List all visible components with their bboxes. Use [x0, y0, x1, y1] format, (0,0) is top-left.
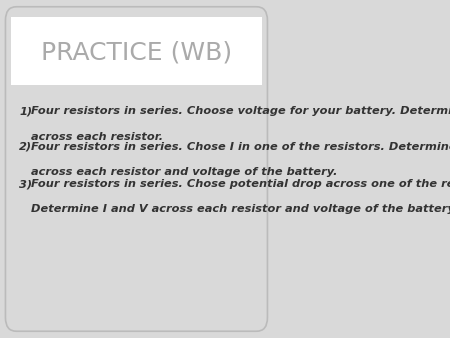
FancyBboxPatch shape — [5, 7, 267, 331]
Text: across each resistor and voltage of the battery.: across each resistor and voltage of the … — [32, 167, 338, 177]
Text: Four resistors in series. Choose voltage for your battery. Determine I and V: Four resistors in series. Choose voltage… — [32, 106, 450, 117]
Text: 2): 2) — [19, 142, 32, 152]
Text: PRACTICE (WB): PRACTICE (WB) — [41, 40, 232, 65]
Text: 1): 1) — [19, 106, 32, 117]
Text: Four resistors in series. Chose I in one of the resistors. Determine I and V: Four resistors in series. Chose I in one… — [32, 142, 450, 152]
Text: Determine I and V across each resistor and voltage of the battery.: Determine I and V across each resistor a… — [32, 204, 450, 215]
Text: Four resistors in series. Chose potential drop across one of the resistors.: Four resistors in series. Chose potentia… — [32, 179, 450, 189]
Text: 3): 3) — [19, 179, 32, 189]
FancyBboxPatch shape — [11, 17, 262, 85]
Text: across each resistor.: across each resistor. — [32, 132, 163, 142]
